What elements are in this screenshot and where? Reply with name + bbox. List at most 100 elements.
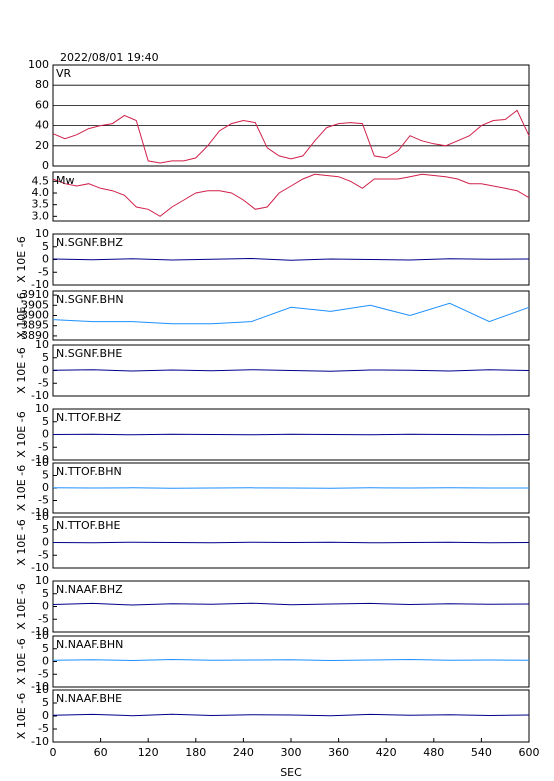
panel-frame (52, 290, 530, 341)
y-tick-label: 5 (42, 523, 49, 536)
y-tick-label: -10 (31, 278, 49, 291)
y-tick-label: 80 (35, 78, 49, 91)
trace (52, 713, 530, 717)
y-tick-label: 3905 (21, 298, 49, 311)
y-tick-label: 4.5 (32, 174, 50, 187)
x-tick-label: 120 (138, 746, 159, 759)
x-tick-label: 180 (185, 746, 206, 759)
trace (52, 658, 530, 662)
y-tick-label: 5 (42, 642, 49, 655)
y-tick-label: 5 (42, 351, 49, 364)
y-axis-label: X 10E -6 (15, 411, 28, 457)
y-tick-label: -10 (31, 506, 49, 519)
y-tick-label: 0 (42, 655, 49, 668)
y-axis-label: X 10E -6 (15, 638, 28, 684)
y-tick-label: 0 (42, 481, 49, 494)
y-tick-label: -5 (38, 265, 49, 278)
panel-label: N.SGNF.BHN (56, 293, 124, 306)
y-tick-label: 3895 (21, 319, 49, 332)
panel-label: N.SGNF.BHE (56, 347, 122, 360)
y-tick-label: 5 (42, 240, 49, 253)
trace (52, 487, 529, 489)
trace (52, 369, 530, 372)
panel-frame (52, 635, 530, 688)
y-tick-label: 3910 (21, 288, 49, 301)
y-axis-label: X 10E -6 (15, 236, 28, 282)
y-tick-label: -10 (31, 625, 49, 638)
y-tick-label: 20 (35, 139, 49, 152)
y-tick-label: -10 (31, 561, 49, 574)
panel-frame (52, 689, 530, 743)
panel-label: VR (56, 67, 72, 80)
panel-label: N.NAAF.BHE (56, 692, 122, 705)
x-tick-label: 360 (328, 746, 349, 759)
panel-label: N.NAAF.BHZ (56, 583, 123, 596)
trace (52, 541, 530, 544)
x-tick-label: 600 (519, 746, 540, 759)
y-tick-label: 5 (42, 469, 49, 482)
y-tick-label: 3.0 (32, 209, 50, 222)
y-axis-label: X 10E -6 (15, 465, 28, 511)
y-tick-label: -5 (38, 667, 49, 680)
panel-label: N.SGNF.BHZ (56, 236, 123, 249)
y-tick-label: 10 (35, 683, 49, 696)
y-tick-label: 10 (35, 510, 49, 523)
y-tick-label: 5 (42, 415, 49, 428)
x-axis-label: SEC (280, 766, 302, 779)
y-tick-label: 3.5 (32, 198, 50, 211)
y-tick-label: -5 (38, 494, 49, 507)
y-tick-label: 0 (42, 600, 49, 613)
chart-title: 2022/08/01 19:40 (60, 51, 159, 64)
x-tick-label: 0 (50, 746, 57, 759)
trace (52, 433, 530, 436)
y-tick-label: 60 (35, 98, 49, 111)
y-tick-label: 0 (42, 159, 49, 172)
y-axis-label: X 10E -6 (15, 583, 28, 629)
y-tick-label: 4.0 (32, 186, 50, 199)
x-tick-label: 420 (376, 746, 397, 759)
y-tick-label: 10 (35, 456, 49, 469)
y-tick-label: -5 (38, 376, 49, 389)
y-tick-label: 100 (28, 58, 49, 71)
y-tick-label: -10 (31, 389, 49, 402)
x-tick-label: 300 (281, 746, 302, 759)
y-axis-label: X 10E -6 (15, 519, 28, 565)
panel-label: Mw (56, 174, 75, 187)
panel-frame (52, 580, 530, 633)
y-tick-label: 0 (42, 253, 49, 266)
y-tick-label: -5 (38, 440, 49, 453)
x-tick-label: 540 (471, 746, 492, 759)
y-tick-label: 5 (42, 587, 49, 600)
y-tick-label: 40 (35, 119, 49, 132)
y-tick-label: 0 (42, 709, 49, 722)
x-tick-label: 240 (233, 746, 254, 759)
panel-label: N.TTOF.BHE (56, 519, 121, 532)
panel-frame (52, 233, 530, 286)
y-tick-label: 5 (42, 696, 49, 709)
y-tick-label: -5 (38, 722, 49, 735)
y-tick-label: -10 (31, 680, 49, 693)
y-tick-label: 0 (42, 536, 49, 549)
panel-label: N.NAAF.BHN (56, 638, 123, 651)
y-tick-label: -5 (38, 548, 49, 561)
y-tick-label: 0 (42, 364, 49, 377)
x-tick-label: 480 (423, 746, 444, 759)
y-axis-label: X 10E -6 (15, 693, 28, 739)
y-tick-label: -10 (31, 735, 49, 748)
y-tick-label: 10 (35, 629, 49, 642)
y-tick-label: 3890 (21, 329, 49, 342)
panel-label: N.TTOF.BHN (56, 465, 122, 478)
x-tick-label: 60 (94, 746, 108, 759)
y-tick-label: 10 (35, 227, 49, 240)
y-tick-label: 3900 (21, 309, 49, 322)
y-axis-label: X 10E -6 (15, 292, 28, 338)
y-tick-label: 0 (42, 428, 49, 441)
y-tick-label: -5 (38, 612, 49, 625)
trace (52, 109, 530, 164)
trace (52, 257, 530, 261)
y-tick-label: -10 (31, 453, 49, 466)
y-tick-label: 10 (35, 574, 49, 587)
trace (52, 302, 530, 325)
